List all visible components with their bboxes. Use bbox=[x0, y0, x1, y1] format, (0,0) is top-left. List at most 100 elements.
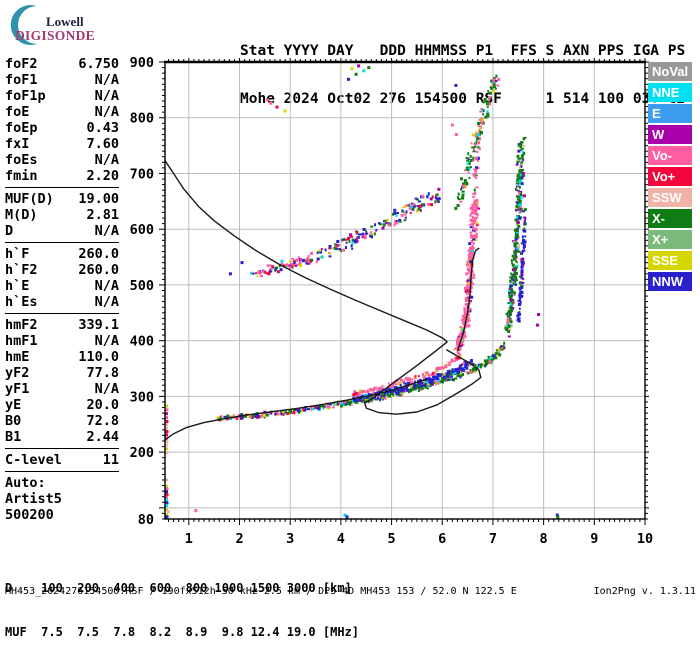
echo-x- bbox=[521, 169, 524, 171]
echo-nnw bbox=[336, 240, 340, 243]
param-row: 500200 bbox=[5, 507, 119, 523]
echo-x- bbox=[298, 410, 301, 414]
echo-x- bbox=[520, 157, 524, 160]
echo-vo- bbox=[475, 156, 478, 160]
echo-vo- bbox=[465, 300, 469, 302]
echo-x- bbox=[463, 179, 467, 183]
echo-vo- bbox=[361, 391, 364, 394]
echo-vo- bbox=[488, 96, 491, 99]
echo-nnw bbox=[476, 156, 480, 160]
param-value: 2.81 bbox=[86, 207, 119, 223]
echo-vo- bbox=[373, 386, 376, 390]
echo-vo- bbox=[518, 209, 521, 213]
echo-sse bbox=[288, 412, 291, 415]
echo-nnw bbox=[356, 235, 360, 239]
echo-nnw bbox=[345, 246, 347, 249]
echo-nnw bbox=[523, 240, 527, 244]
echo-vo- bbox=[400, 213, 404, 217]
echo-vo- bbox=[470, 235, 473, 239]
echo-vo+ bbox=[255, 272, 257, 275]
echo-nnw bbox=[507, 323, 510, 326]
echo-sse bbox=[471, 133, 475, 137]
echo-sse bbox=[443, 364, 447, 368]
echo-vo- bbox=[469, 223, 473, 226]
echo-vo+ bbox=[256, 415, 259, 419]
echo-sse bbox=[409, 383, 413, 387]
echo-nnw bbox=[521, 242, 524, 245]
echo-sse bbox=[475, 221, 478, 225]
param-label: B1 bbox=[5, 429, 22, 445]
param-row: hmF1 N/A bbox=[5, 333, 119, 349]
echo-x- bbox=[498, 353, 502, 357]
echo-nnw bbox=[459, 364, 462, 367]
param-row: h`F 260.0 bbox=[5, 246, 119, 262]
param-label: yF2 bbox=[5, 365, 30, 381]
param-value: 72.8 bbox=[86, 413, 119, 429]
echo-x- bbox=[365, 230, 368, 233]
echo-x- bbox=[477, 145, 480, 149]
echo-nnw bbox=[379, 389, 382, 392]
legend-label: SSW bbox=[652, 190, 682, 205]
echo-x- bbox=[506, 314, 509, 318]
echo-x- bbox=[517, 198, 520, 200]
echo-vo- bbox=[492, 78, 496, 81]
legend-item-x+: X+ bbox=[648, 230, 692, 249]
echo-nnw bbox=[351, 247, 354, 250]
echo-x- bbox=[398, 220, 402, 223]
echo-vo- bbox=[468, 270, 472, 274]
echo-vo- bbox=[463, 334, 466, 338]
echo-x- bbox=[349, 402, 351, 406]
echo-vo- bbox=[441, 366, 444, 369]
echo-nnw bbox=[466, 363, 470, 367]
legend-item-w: W bbox=[648, 125, 692, 144]
echo-vo- bbox=[476, 159, 479, 163]
echo-sse bbox=[288, 260, 292, 263]
echo-vo- bbox=[478, 118, 481, 121]
echo-x- bbox=[333, 246, 337, 250]
echo-w bbox=[509, 299, 513, 301]
echo-nnw bbox=[451, 371, 455, 374]
echo-vo- bbox=[424, 371, 428, 374]
echo-x- bbox=[373, 232, 376, 236]
echo-x- bbox=[442, 380, 444, 384]
echo-nnw bbox=[324, 248, 327, 252]
echo-nne bbox=[471, 250, 474, 253]
echo-nnw bbox=[468, 242, 472, 246]
echo-nnw bbox=[374, 396, 377, 400]
echo-x- bbox=[495, 74, 498, 78]
echo-vo- bbox=[462, 320, 465, 323]
echo-x- bbox=[518, 171, 522, 174]
echo-vo- bbox=[472, 276, 476, 279]
echo-nne bbox=[515, 264, 519, 267]
echo-x- bbox=[250, 417, 253, 420]
echo-vo- bbox=[474, 217, 477, 221]
y-tick-label: 300 bbox=[130, 389, 154, 405]
echo-x- bbox=[510, 272, 513, 275]
echo-vo- bbox=[492, 80, 496, 83]
echo-vo- bbox=[444, 366, 447, 369]
echo-x- bbox=[514, 187, 517, 191]
echo-x- bbox=[477, 121, 480, 125]
echo-ssw bbox=[167, 510, 170, 514]
echo-x- bbox=[515, 242, 519, 245]
echo-vo- bbox=[476, 198, 479, 202]
echo-x- bbox=[511, 275, 515, 278]
echo-x- bbox=[448, 378, 452, 381]
echo-nnw bbox=[460, 188, 463, 191]
param-row: Auto: bbox=[5, 475, 119, 491]
x-tick-label: 7 bbox=[489, 531, 497, 547]
echo-vo- bbox=[427, 202, 431, 206]
echo-w bbox=[515, 185, 519, 188]
echo-nnw bbox=[521, 261, 525, 265]
echo-vo- bbox=[470, 211, 474, 215]
echo-vo- bbox=[295, 263, 299, 266]
echo-sse bbox=[415, 209, 419, 213]
echo-vo- bbox=[475, 205, 478, 207]
echo-nne bbox=[312, 408, 315, 410]
echo-vo+ bbox=[267, 272, 271, 276]
x-tick-label: 8 bbox=[540, 531, 548, 547]
echo-x- bbox=[278, 265, 281, 268]
echo-nnw bbox=[387, 387, 391, 391]
echo-vo- bbox=[354, 396, 357, 399]
echo-w bbox=[295, 264, 297, 267]
